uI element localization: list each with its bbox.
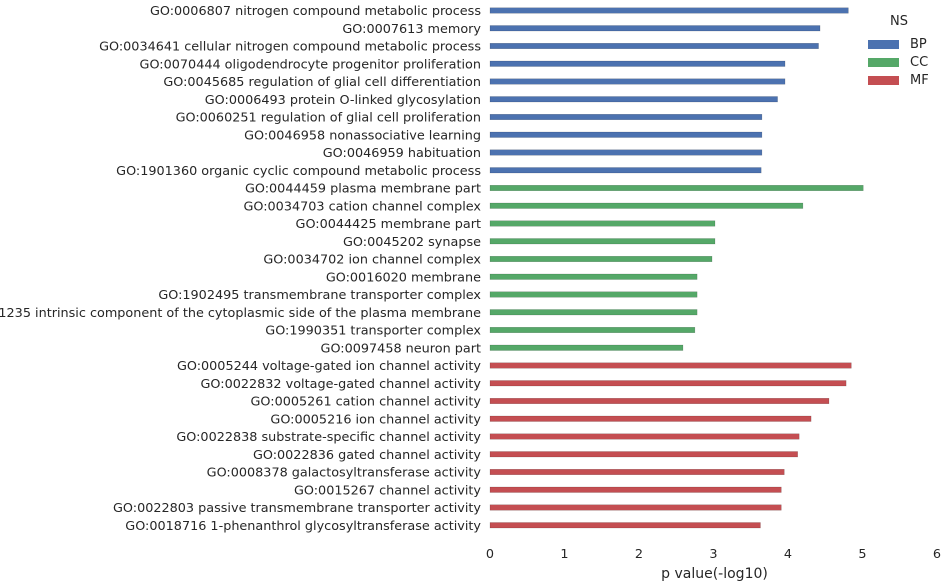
legend-swatch-mf — [868, 75, 899, 85]
bar-mf — [489, 415, 812, 422]
bar-bp — [489, 167, 762, 174]
bar-bp — [489, 96, 778, 103]
category-label: GO:0022838 substrate-specific channel ac… — [176, 430, 481, 445]
category-label: GO:0005244 voltage-gated ion channel act… — [177, 359, 481, 374]
bar-cc — [489, 291, 698, 298]
bar-mf — [489, 522, 761, 529]
category-label: GO:0046958 nonassociative learning — [244, 128, 481, 143]
bar-mf — [489, 451, 798, 458]
x-tick-label: 2 — [635, 547, 643, 562]
category-label: GO:0007613 memory — [342, 22, 481, 37]
bar-cc — [489, 185, 864, 191]
category-label: GO:0045685 regulation of glial cell diff… — [163, 75, 481, 90]
bar-bp — [489, 43, 819, 49]
category-label: GO:1901360 organic cyclic compound metab… — [116, 164, 481, 179]
bar-bp — [489, 114, 763, 120]
category-label: GO:0022836 gated channel activity — [253, 448, 481, 463]
x-tick-label: 0 — [486, 547, 494, 562]
x-tick-label: 5 — [858, 547, 866, 562]
bar-cc — [489, 202, 804, 209]
legend-swatch-cc — [868, 57, 899, 67]
bar-mf — [489, 469, 785, 475]
legend-swatch-bp — [868, 39, 899, 49]
bar-cc — [489, 256, 713, 262]
category-label: GO:0005216 ion channel activity — [270, 412, 481, 427]
x-tick-label: 1 — [560, 547, 568, 562]
bar-bp — [489, 149, 763, 156]
bar-bp — [489, 25, 821, 32]
bar-mf — [489, 486, 782, 493]
x-tick-label: 3 — [709, 547, 717, 562]
category-label: GO:0031235 intrinsic component of the cy… — [0, 306, 481, 321]
bar-cc — [489, 273, 698, 280]
bar-mf — [489, 362, 852, 369]
legend-item-bp: BP — [860, 35, 940, 53]
category-label: GO:0008378 galactosyltransferase activit… — [207, 466, 482, 481]
category-label: GO:0006493 protein O-linked glycosylatio… — [205, 93, 481, 108]
category-label: GO:0005261 cation channel activity — [251, 395, 482, 410]
bar-bp — [489, 131, 763, 138]
category-label: GO:0044459 plasma membrane part — [245, 182, 481, 197]
x-tick-label: 4 — [784, 547, 792, 562]
bar-mf — [489, 398, 830, 404]
category-label: GO:0018716 1-phenanthrol glycosyltransfe… — [125, 519, 481, 534]
category-label: GO:0034702 ion channel complex — [263, 253, 481, 268]
legend-title: NS — [890, 14, 908, 29]
legend-label-bp: BP — [910, 36, 927, 52]
category-label: GO:1902495 transmembrane transporter com… — [158, 288, 481, 303]
category-label: GO:0070444 oligodendrocyte progenitor pr… — [140, 57, 481, 72]
category-label: GO:0060251 regulation of glial cell prol… — [176, 111, 481, 126]
bar-mf — [489, 433, 800, 440]
legend-item-cc: CC — [860, 53, 940, 71]
bar-cc — [489, 327, 696, 333]
bar-bp — [489, 78, 786, 85]
category-label: GO:0044425 membrane part — [296, 217, 481, 232]
category-label: GO:0045202 synapse — [343, 235, 481, 250]
category-label: GO:0034641 cellular nitrogen compound me… — [99, 40, 481, 55]
bar-cc — [489, 220, 716, 227]
category-label: GO:0022803 passive transmembrane transpo… — [113, 501, 481, 516]
bar-mf — [489, 380, 847, 387]
bar-mf — [489, 504, 782, 511]
category-label: GO:0015267 channel activity — [294, 483, 481, 498]
legend-item-mf: MF — [860, 71, 940, 89]
category-label: GO:1990351 transporter complex — [265, 324, 481, 339]
category-label: GO:0046959 habituation — [323, 146, 481, 161]
legend-label-mf: MF — [910, 72, 929, 88]
bar-cc — [489, 344, 684, 351]
bar-cc — [489, 238, 716, 245]
category-label: GO:0022832 voltage-gated channel activit… — [201, 377, 482, 392]
bar-cc — [489, 309, 698, 316]
category-label: GO:0006807 nitrogen compound metabolic p… — [150, 4, 481, 19]
legend: NS BP CC MF — [860, 14, 940, 89]
category-label: GO:0097458 neuron part — [321, 341, 481, 356]
x-tick-label: 6 — [933, 547, 941, 562]
bar-bp — [489, 60, 786, 67]
bar-bp — [489, 7, 849, 14]
legend-label-cc: CC — [910, 54, 929, 70]
x-axis-label: p value(-log10) — [661, 566, 768, 582]
category-label: GO:0034703 cation channel complex — [243, 199, 481, 214]
category-label: GO:0016020 membrane — [326, 270, 481, 285]
